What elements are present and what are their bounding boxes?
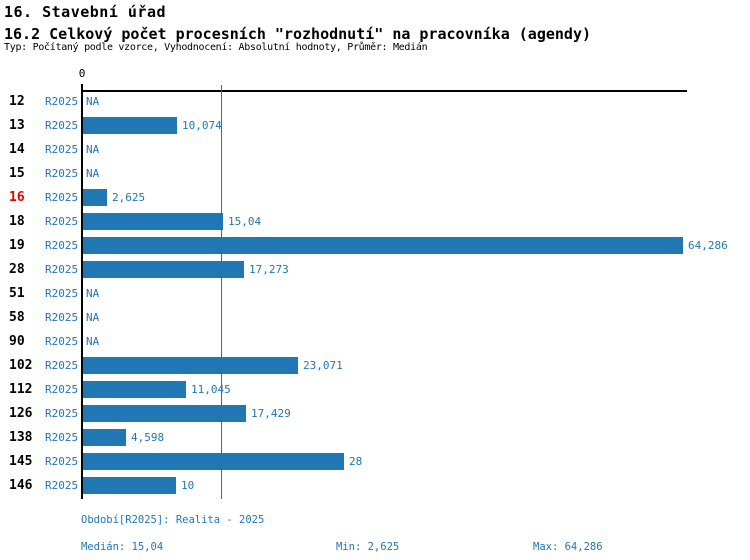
footer-period-info: Období[R2025]: Realita - 2025 (81, 514, 265, 526)
row-number: 28 (9, 262, 25, 277)
bar-value-label: 10 (181, 479, 195, 492)
row-period-label: R2025 (45, 383, 79, 396)
bar (83, 189, 107, 206)
bar-row: 14 R2025 NA (0, 137, 750, 161)
row-period-label: R2025 (45, 287, 79, 300)
row-period-label: R2025 (45, 239, 79, 252)
row-number: 15 (9, 166, 25, 181)
row-na-label: NA (86, 167, 100, 180)
bar (83, 429, 126, 446)
footer-median-stat: Medián: 15,04 (81, 541, 164, 553)
bar-row: 12 R2025 NA (0, 89, 750, 113)
row-number: 102 (9, 358, 33, 373)
row-number: 19 (9, 238, 25, 253)
bar-value-label: 17,429 (251, 407, 291, 420)
row-period-label: R2025 (45, 167, 79, 180)
row-number: 18 (9, 214, 25, 229)
bar-value-label: 23,071 (303, 359, 343, 372)
bar-row: 15 R2025 NA (0, 161, 750, 185)
bar-value-label: 10,074 (182, 119, 222, 132)
bar-row: 138 R2025 4,598 (0, 425, 750, 449)
footer-min-stat: Min: 2,625 (336, 541, 400, 553)
median-reference-line (221, 85, 222, 499)
bar-value-label: 2,625 (112, 191, 146, 204)
row-number: 112 (9, 382, 33, 397)
bar-value-label: 4,598 (131, 431, 165, 444)
bar (83, 381, 186, 398)
row-period-label: R2025 (45, 119, 79, 132)
row-number: 51 (9, 286, 25, 301)
bar-row: 145 R2025 28 (0, 449, 750, 473)
page-title: 16. Stavební úřad (4, 3, 167, 21)
bar-value-label: 17,273 (249, 263, 289, 276)
bar-row: 28 R2025 17,273 (0, 257, 750, 281)
row-number: 126 (9, 406, 33, 421)
row-na-label: NA (86, 335, 100, 348)
row-period-label: R2025 (45, 191, 79, 204)
bar-row: 146 R2025 10 (0, 473, 750, 497)
row-period-label: R2025 (45, 95, 79, 108)
bar-value-label: 15,04 (228, 215, 262, 228)
row-number: 13 (9, 118, 25, 133)
chart-title: 16.2 Celkový počet procesních "rozhodnut… (4, 25, 591, 43)
bar-value-label: 64,286 (688, 239, 728, 252)
row-period-label: R2025 (45, 215, 79, 228)
bar-row: 13 R2025 10,074 (0, 113, 750, 137)
row-period-label: R2025 (45, 335, 79, 348)
row-number: 90 (9, 334, 25, 349)
bar-row: 58 R2025 NA (0, 305, 750, 329)
row-na-label: NA (86, 143, 100, 156)
row-number: 145 (9, 454, 33, 469)
bar (83, 405, 246, 422)
bar (83, 477, 176, 494)
footer-max-stat: Max: 64,286 (533, 541, 603, 553)
row-number: 12 (9, 94, 25, 109)
row-period-label: R2025 (45, 407, 79, 420)
row-number: 58 (9, 310, 25, 325)
row-na-label: NA (86, 287, 100, 300)
bar-row: 112 R2025 11,045 (0, 377, 750, 401)
bar (83, 237, 683, 254)
bar-value-label: 28 (349, 455, 363, 468)
bar-row: 126 R2025 17,429 (0, 401, 750, 425)
row-na-label: NA (86, 311, 100, 324)
bar-row: 102 R2025 23,071 (0, 353, 750, 377)
row-period-label: R2025 (45, 431, 79, 444)
bar (83, 117, 177, 134)
row-period-label: R2025 (45, 143, 79, 156)
row-number: 138 (9, 430, 33, 445)
row-period-label: R2025 (45, 311, 79, 324)
bar-row: 19 R2025 64,286 (0, 233, 750, 257)
bar-row: 18 R2025 15,04 (0, 209, 750, 233)
row-number: 146 (9, 478, 33, 493)
row-na-label: NA (86, 95, 100, 108)
row-period-label: R2025 (45, 455, 79, 468)
axis-line-vertical (81, 84, 83, 499)
row-period-label: R2025 (45, 263, 79, 276)
row-number-highlighted: 16 (9, 190, 25, 205)
bar-row: 51 R2025 NA (0, 281, 750, 305)
bar-row: 90 R2025 NA (0, 329, 750, 353)
bar (83, 261, 244, 278)
row-period-label: R2025 (45, 359, 79, 372)
bar-value-label: 11,045 (191, 383, 231, 396)
row-number: 14 (9, 142, 25, 157)
bar-row: 16 R2025 2,625 (0, 185, 750, 209)
bar (83, 453, 344, 470)
bar (83, 357, 298, 374)
axis-line-horizontal (81, 90, 687, 92)
row-period-label: R2025 (45, 479, 79, 492)
chart-meta-line: Typ: Počítaný podle vzorce, Vyhodnocení:… (4, 42, 428, 53)
axis-zero-tick-label: 0 (78, 67, 86, 80)
bar (83, 213, 223, 230)
